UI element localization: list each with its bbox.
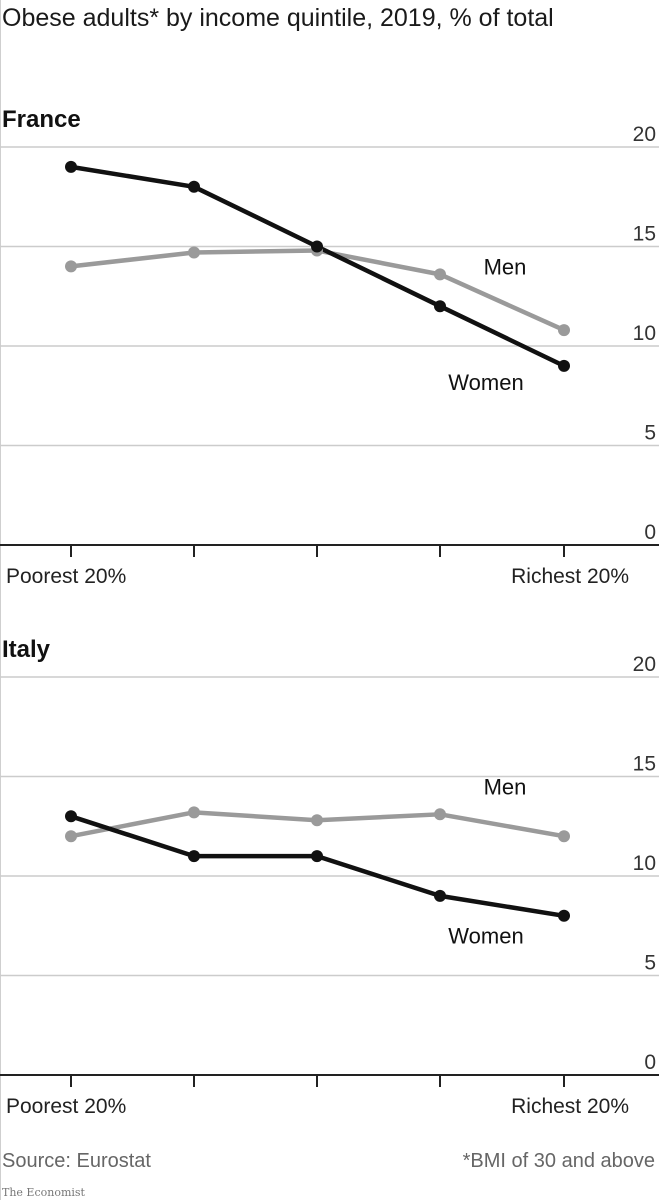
italy-men-point-3 — [434, 808, 446, 821]
france-xlabel-0: Poorest 20% — [6, 565, 126, 588]
italy-ytick-5: 5 — [644, 952, 656, 975]
france-men-point-0 — [65, 260, 77, 273]
france-chart: France 0 5 10 15 20 Poorest 20% Richest 20% Men W… — [0, 106, 659, 588]
france-women-point-4 — [558, 359, 570, 372]
italy-women-point-1 — [188, 850, 200, 863]
italy-xlabel-4: Richest 20% — [511, 1095, 629, 1118]
italy-women-line — [70, 814, 565, 919]
france-women-point-3 — [434, 300, 446, 313]
france-women-point-0 — [65, 160, 77, 173]
france-ytick-0: 0 — [644, 521, 656, 544]
france-women-series-label: Women — [448, 370, 523, 395]
france-men-point-1 — [188, 246, 200, 259]
italy-ytick-10: 10 — [633, 852, 656, 875]
italy-ytick-15: 15 — [633, 753, 656, 776]
italy-women-point-2 — [311, 850, 323, 863]
italy-women-point-4 — [558, 909, 570, 922]
france-ytick-15: 15 — [633, 223, 656, 246]
france-men-point-4 — [558, 324, 570, 337]
footnote: *BMI of 30 and above — [462, 1150, 655, 1172]
italy-men-point-4 — [558, 830, 570, 843]
chart-title: Obese adults* by income quintile, 2019, … — [2, 4, 554, 32]
france-country-label: France — [2, 106, 81, 133]
france-xlabel-4: Richest 20% — [511, 565, 629, 588]
italy-chart: Italy 0 5 10 15 20 Poorest 20% Richest 20% Men Wo… — [0, 636, 659, 1118]
france-ytick-10: 10 — [633, 322, 656, 345]
france-ytick-20: 20 — [633, 123, 656, 146]
italy-men-point-2 — [311, 814, 323, 827]
france-women-point-2 — [311, 240, 323, 253]
italy-ytick-20: 20 — [633, 653, 656, 676]
italy-women-point-0 — [65, 810, 77, 823]
italy-men-series-label: Men — [484, 774, 527, 799]
france-men-series-label: Men — [484, 254, 527, 279]
italy-ytick-0: 0 — [644, 1051, 656, 1074]
left-frame-line — [0, 0, 1, 1200]
italy-women-point-3 — [434, 889, 446, 902]
france-men-point-3 — [434, 268, 446, 281]
italy-xlabel-0: Poorest 20% — [6, 1095, 126, 1118]
brand-logo: The Economist — [2, 1186, 85, 1199]
france-women-point-1 — [188, 180, 200, 193]
source-note: Source: Eurostat — [2, 1150, 151, 1172]
italy-men-point-0 — [65, 830, 77, 843]
italy-men-point-1 — [188, 806, 200, 819]
italy-country-label: Italy — [2, 636, 51, 663]
italy-women-series-label: Women — [448, 924, 523, 949]
france-ytick-5: 5 — [644, 422, 656, 445]
